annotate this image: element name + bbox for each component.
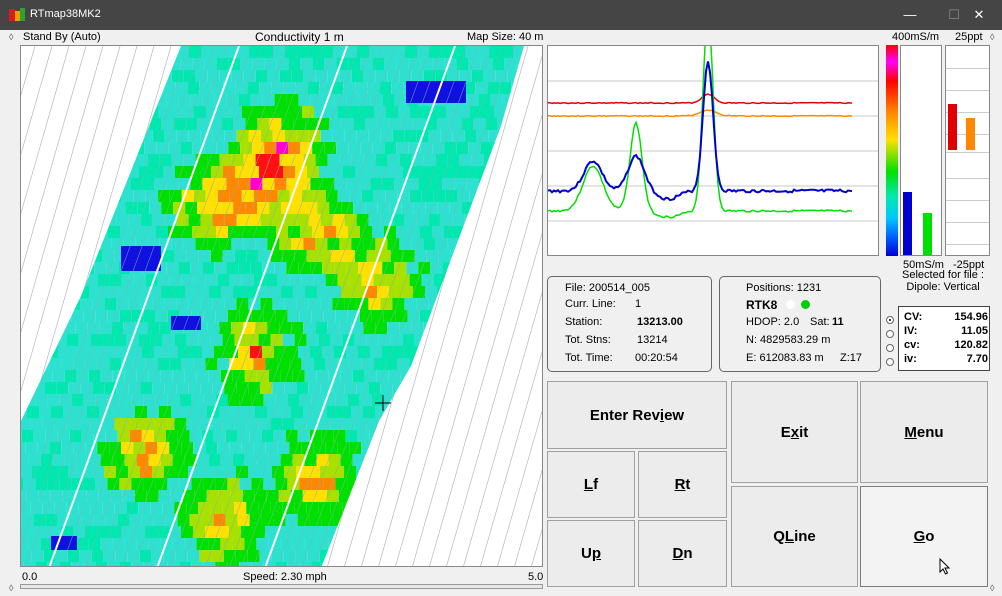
easting-value: E: 612083.83 m xyxy=(746,352,824,364)
ppt-scale-min: -25ppt xyxy=(953,259,985,271)
resize-corner-icon: ◊ xyxy=(9,32,14,42)
tot-time-label: Tot. Time: xyxy=(565,352,613,364)
speed-readout: Speed: 2.30 mph xyxy=(243,571,327,583)
color-scale-bar xyxy=(886,45,898,256)
iv-lower-radio[interactable] xyxy=(886,358,894,366)
station-value: 13213.00 xyxy=(637,316,683,328)
mouse-cursor-icon xyxy=(939,558,951,575)
app-icon xyxy=(9,8,25,21)
map-scrollbar[interactable] xyxy=(20,584,543,589)
tot-stns-label: Tot. Stns: xyxy=(565,334,611,346)
gps-info-panel: Positions: 1231 RTK8 HDOP: 2.0 Sat: 11 N… xyxy=(719,276,881,372)
hdop-value: HDOP: 2.0 xyxy=(746,316,800,328)
series-cv xyxy=(548,46,853,219)
conductivity-map[interactable] xyxy=(20,45,543,567)
map-canvas[interactable] xyxy=(21,46,543,567)
map-scale-max: 5.0 xyxy=(528,571,544,583)
curr-line-label: Curr. Line: xyxy=(565,298,616,310)
iv-radio[interactable] xyxy=(886,330,894,338)
sat-value: 11 xyxy=(832,316,844,328)
profile-plot-canvas xyxy=(548,46,878,222)
conductivity-meter xyxy=(900,45,942,256)
conductivity-scale-max: 400mS/m xyxy=(892,31,940,43)
positions-count: Positions: 1231 xyxy=(746,282,822,294)
northing-value: N: 4829583.29 m xyxy=(746,334,831,346)
survey-status: Stand By (Auto) xyxy=(23,31,101,43)
series-iv xyxy=(548,109,853,118)
conductivity-scale-min: 50mS/m xyxy=(903,259,944,271)
station-label: Station: xyxy=(565,316,603,328)
profile-plot xyxy=(547,45,879,256)
gps-fix-type: RTK8 xyxy=(746,298,778,312)
cv-lower-meter-bar xyxy=(923,213,932,255)
map-title: Conductivity 1 m xyxy=(255,30,344,44)
iv-meter-bar xyxy=(948,104,957,151)
cv-meter-bar xyxy=(903,192,912,255)
resize-corner-icon: ◊ xyxy=(990,32,995,42)
gps-status-light-icon xyxy=(786,300,795,309)
utm-zone: Z:17 xyxy=(840,352,863,364)
cv-lower-radio[interactable] xyxy=(886,344,894,352)
enter-review-button[interactable]: Enter Rev i ew xyxy=(547,381,727,449)
tot-stns-value: 13214 xyxy=(637,334,668,346)
sat-label: Sat: xyxy=(810,316,830,328)
gps-status-light-icon xyxy=(801,300,810,309)
iv-lower-meter-bar xyxy=(966,118,975,151)
map-size-label: Map Size: 40 m xyxy=(467,31,544,43)
readout-iv: IV: 11.05 xyxy=(904,325,988,337)
resize-corner-icon: ◊ xyxy=(990,583,995,593)
ppt-scale-max: 25ppt xyxy=(955,31,983,43)
tot-time-value: 00:20:54 xyxy=(635,352,678,364)
file-info-panel: File: 200514_005 Curr. Line: 1 Station: … xyxy=(547,276,712,372)
minimize-button[interactable]: — xyxy=(903,7,917,22)
title-bar: RTmap38MK2 — ☐ ✕ xyxy=(0,0,1002,30)
maximize-button[interactable]: ☐ xyxy=(948,7,960,22)
window-title: RTmap38MK2 xyxy=(30,8,101,20)
file-name: File: 200514_005 xyxy=(565,282,651,294)
readout-panel: CV: 154.96 IV: 11.05 cv: 120.82 iv: 7.70 xyxy=(898,306,990,371)
readout-cv-lower: cv: 120.82 xyxy=(904,339,988,351)
close-button[interactable]: ✕ xyxy=(973,7,985,22)
readout-iv-lower: iv: 7.70 xyxy=(904,353,988,365)
selected-dipole-label: Selected for file : Dipole: Vertical xyxy=(902,269,984,293)
cv-radio[interactable] xyxy=(886,316,894,324)
series-cv xyxy=(548,61,853,202)
readout-cv: CV: 154.96 xyxy=(904,311,988,323)
ppt-meter xyxy=(945,45,990,256)
resize-corner-icon: ◊ xyxy=(9,583,14,593)
series-iv xyxy=(548,93,853,105)
map-scale-min: 0.0 xyxy=(22,571,38,583)
curr-line-value: 1 xyxy=(635,298,642,310)
